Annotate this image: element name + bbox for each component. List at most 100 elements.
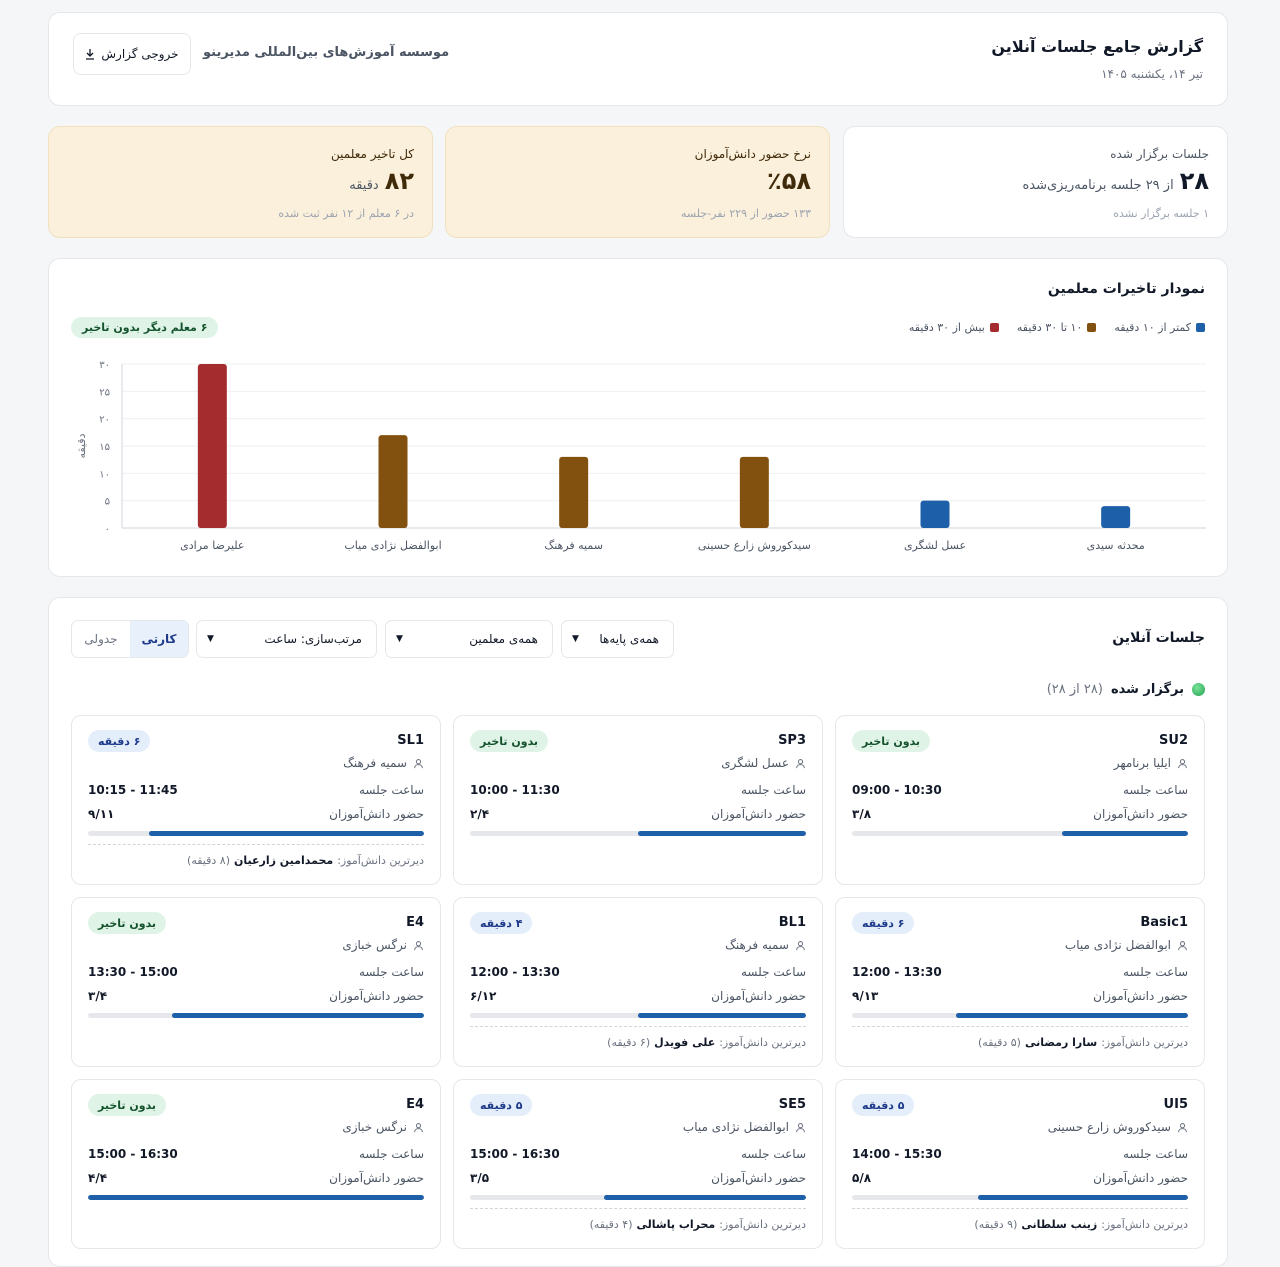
user-icon bbox=[1178, 1122, 1187, 1132]
session-time-row: ساعت جلسه 14:00 - 15:30 bbox=[852, 1147, 1188, 1161]
chart-legend: کمتر از ۱۰ دقیقه ۱۰ تا ۳۰ دقیقه بیش از ۳… bbox=[909, 321, 1205, 334]
session-code: SL1 bbox=[397, 733, 424, 748]
session-card[interactable]: BL1 ۴ دقیقه سمیه فرهنگ ساعت جلسه 12:00 - … bbox=[453, 897, 823, 1067]
attendance-value: ۵/۸ bbox=[852, 1171, 872, 1185]
y-tick-label: ۲۰ bbox=[99, 415, 110, 426]
y-tick-label: ۵ bbox=[105, 497, 110, 508]
attendance-progress-fill bbox=[955, 1013, 1188, 1018]
session-time-row: ساعت جلسه 13:30 - 15:00 bbox=[88, 965, 424, 979]
attendance-value: ۳/۵ bbox=[470, 1171, 490, 1185]
y-tick-label: ۰ bbox=[105, 524, 110, 535]
stat-total-teacher-delay: کل تاخیر معلمین ۸۲ دقیقه در ۶ معلم از ۱۲ … bbox=[48, 126, 433, 238]
attendance-label: حضور دانش‌آموزان bbox=[711, 807, 806, 821]
stat-value: ۲۸ bbox=[1179, 167, 1209, 195]
teacher-name: سمیه فرهنگ bbox=[725, 938, 789, 952]
stat-label: نرخ حضور دانش‌آموزان bbox=[694, 147, 811, 161]
session-teacher: سیدکوروش زارع حسینی bbox=[1048, 1120, 1188, 1134]
sort-value: مرتب‌سازی: ساعت bbox=[264, 632, 362, 646]
y-tick-label: ۱۵ bbox=[99, 442, 110, 453]
y-tick-label: ۱۰ bbox=[99, 469, 110, 480]
stat-value: ۸۲ bbox=[384, 167, 414, 195]
attendance-progress-fill bbox=[604, 1195, 806, 1200]
teacher-filter-select[interactable]: همه‌ی معلمین ▼ bbox=[385, 620, 553, 658]
latest-student: دیرترین دانش‌آموز: محمدامین زارعیان (۸ دقی… bbox=[187, 854, 424, 867]
attendance-progress-bar bbox=[88, 831, 424, 836]
session-card[interactable]: E4 بدون تاخیر نرگس خبازی ساعت جلسه 13:30 … bbox=[71, 897, 441, 1067]
session-card[interactable]: UI5 ۵ دقیقه سیدکوروش زارع حسینی ساعت جلس… bbox=[835, 1079, 1205, 1249]
stat-label: کل تاخیر معلمین bbox=[331, 147, 414, 161]
stat-subtext: ۱ جلسه برگزار نشده bbox=[1113, 207, 1209, 220]
sessions-title: جلسات آنلاین bbox=[1112, 630, 1205, 646]
y-tick-label: ۲۵ bbox=[99, 387, 110, 398]
user-icon bbox=[796, 940, 805, 950]
teacher-name: نرگس خبازی bbox=[342, 938, 407, 952]
bar-2 bbox=[920, 500, 950, 528]
session-teacher: عسل لشگری bbox=[721, 756, 806, 770]
session-time-row: ساعت جلسه 10:00 - 11:30 bbox=[470, 783, 806, 797]
latest-student-name: سارا رمضانی bbox=[1024, 1036, 1098, 1049]
session-card[interactable]: Basic1 ۶ دقیقه ابوالفضل نژادی میاب ساعت … bbox=[835, 897, 1205, 1067]
legend-swatch bbox=[1196, 323, 1205, 332]
attendance-progress-bar bbox=[470, 1195, 806, 1200]
legend-swatch bbox=[989, 323, 999, 332]
legend-label: ۱۰ تا ۳۰ دقیقه bbox=[1016, 321, 1083, 334]
attendance-row: حضور دانش‌آموزان ۳/۸ bbox=[852, 807, 1188, 821]
legend-label: کمتر از ۱۰ دقیقه bbox=[1114, 321, 1191, 334]
latest-student-name: محمدامین زارعیان bbox=[233, 854, 334, 867]
legend-label: بیش از ۳۰ دقیقه bbox=[908, 321, 985, 334]
session-card[interactable]: SP3 بدون تاخیر عسل لشگری ساعت جلسه 10:00 … bbox=[453, 715, 823, 885]
view-cards-button[interactable]: کارتی bbox=[130, 621, 188, 657]
latest-student: دیرترین دانش‌آموز: زینب سلطانی (۹ دقیقه) bbox=[974, 1218, 1188, 1231]
latest-student-delay: (۸ دقیقه) bbox=[187, 854, 230, 867]
stat-unit: دقیقه bbox=[349, 178, 379, 193]
session-time-row: ساعت جلسه 15:00 - 16:30 bbox=[470, 1147, 806, 1161]
group-label: برگزار شده bbox=[1110, 682, 1184, 697]
attendance-label: حضور دانش‌آموزان bbox=[711, 989, 806, 1003]
session-code: BL1 bbox=[778, 915, 806, 930]
attendance-row: حضور دانش‌آموزان ۴/۴ bbox=[88, 1171, 424, 1185]
time-label: ساعت جلسه bbox=[359, 783, 424, 797]
session-card[interactable]: E4 بدون تاخیر نرگس خبازی ساعت جلسه 15:00 … bbox=[71, 1079, 441, 1249]
attendance-label: حضور دانش‌آموزان bbox=[329, 1171, 424, 1185]
session-time-row: ساعت جلسه 12:00 - 13:30 bbox=[852, 965, 1188, 979]
latest-student: دیرترین دانش‌آموز: سارا رمضانی (۵ دقیقه) bbox=[978, 1036, 1188, 1049]
session-time: 15:00 - 16:30 bbox=[470, 1147, 560, 1161]
group-held-header: برگزار شده (۲۸ از ۲۸) bbox=[1047, 682, 1205, 697]
teacher-name: نرگس خبازی bbox=[342, 1120, 407, 1134]
latest-student-label: دیرترین دانش‌آموز: bbox=[719, 1036, 806, 1049]
session-teacher: ابوالفضل نژادی میاب bbox=[683, 1120, 806, 1134]
x-tick-label: سیدکوروش زارع حسینی bbox=[698, 539, 811, 552]
delay-badge: ۵ دقیقه bbox=[470, 1094, 533, 1116]
legend-swatch bbox=[1087, 323, 1097, 332]
latest-student-name: زینب سلطانی bbox=[1021, 1218, 1098, 1231]
view-table-button[interactable]: جدولی bbox=[84, 632, 118, 646]
y-axis-label: دقیقه bbox=[75, 433, 88, 458]
user-icon bbox=[796, 758, 805, 768]
attendance-value: ۳/۴ bbox=[88, 989, 108, 1003]
bar-1 bbox=[1101, 506, 1131, 528]
attendance-progress-bar bbox=[852, 1195, 1188, 1200]
teacher-name: عسل لشگری bbox=[721, 756, 789, 770]
attendance-progress-bar bbox=[852, 831, 1188, 836]
session-card[interactable]: SE5 ۵ دقیقه ابوالفضل نژادی میاب ساعت جلس… bbox=[453, 1079, 823, 1249]
status-dot-icon bbox=[1192, 683, 1205, 696]
grade-filter-select[interactable]: همه‌ی پایه‌ها ▼ bbox=[561, 620, 674, 658]
attendance-value: ۶/۱۲ bbox=[470, 989, 497, 1003]
session-teacher: نرگس خبازی bbox=[342, 938, 424, 952]
latest-student-name: علی فویدل bbox=[654, 1036, 716, 1049]
session-card[interactable]: SU2 بدون تاخیر ایلیا برنامهر ساعت جلسه 09… bbox=[835, 715, 1205, 885]
attendance-progress-bar bbox=[470, 831, 806, 836]
attendance-progress-fill bbox=[172, 1013, 424, 1018]
session-time: 12:00 - 13:30 bbox=[852, 965, 942, 979]
delay-badge: ۴ دقیقه bbox=[470, 912, 533, 934]
session-time: 15:00 - 16:30 bbox=[88, 1147, 178, 1161]
attendance-value: ۹/۱۳ bbox=[852, 989, 879, 1003]
export-report-button[interactable]: خروجی گزارش bbox=[73, 33, 191, 75]
delay-badge: ۶ دقیقه bbox=[852, 912, 915, 934]
attendance-row: حضور دانش‌آموزان ۹/۱۱ bbox=[88, 807, 424, 821]
session-card[interactable]: SL1 ۶ دقیقه سمیه فرهنگ ساعت جلسه 10:15 - … bbox=[71, 715, 441, 885]
stat-attendance-rate: نرخ حضور دانش‌آموزان ٪۵۸ ۱۳۳ حضور از ۲۲۹… bbox=[445, 126, 830, 238]
sort-select[interactable]: مرتب‌سازی: ساعت ▼ bbox=[196, 620, 377, 658]
stat-subtext: ۱۳۳ حضور از ۲۲۹ نفر-جلسه bbox=[681, 207, 811, 220]
teacher-name: سیدکوروش زارع حسینی bbox=[1047, 1120, 1171, 1134]
